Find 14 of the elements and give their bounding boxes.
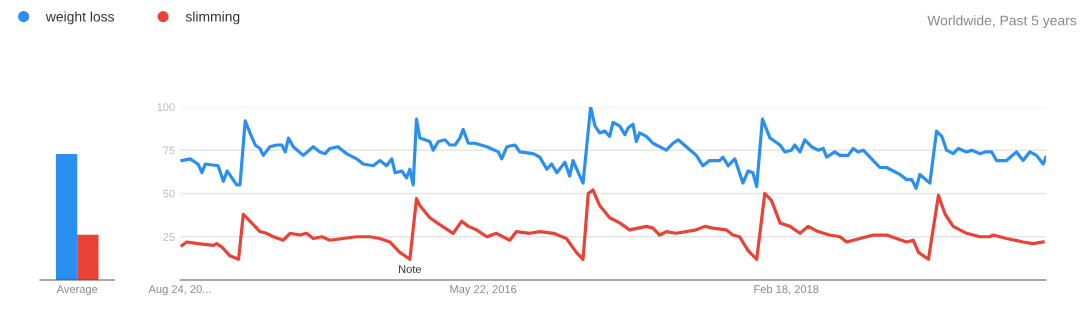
x-tick-label: Average — [56, 285, 98, 296]
x-tick-label: May 22, 2016 — [450, 285, 517, 296]
y-tick-label: 25 — [163, 233, 175, 241]
text: Worldwide, Past 5 years — [927, 15, 1077, 29]
legend-label: weight loss — [45, 11, 115, 25]
line-series — [180, 188, 1045, 261]
annotation: Note — [399, 265, 422, 273]
line-series — [180, 106, 1046, 190]
y-tick-label: 50 — [163, 189, 175, 198]
legend-label: slimming — [185, 11, 240, 25]
x-tick-label: Aug 24, 20... — [148, 285, 211, 296]
y-tick-label: 75 — [163, 146, 175, 155]
y-tick-label: 100 — [157, 103, 175, 112]
x-tick-label: Feb 18, 2018 — [754, 284, 819, 295]
